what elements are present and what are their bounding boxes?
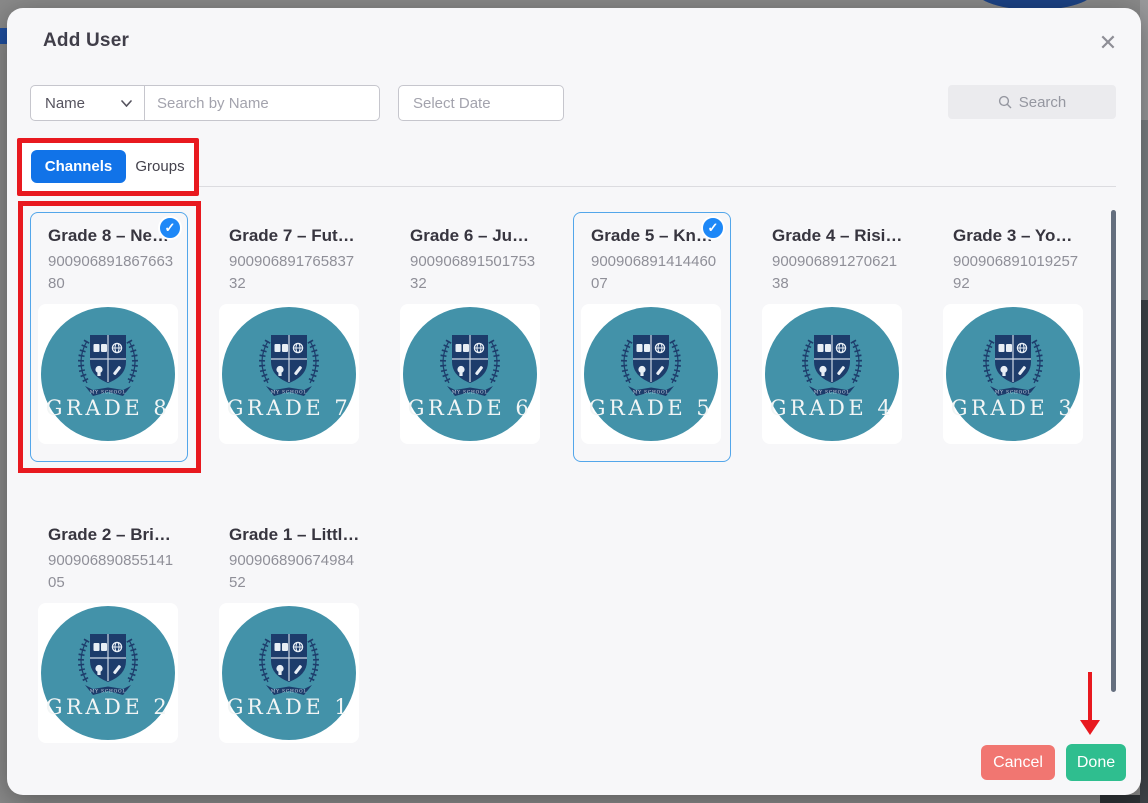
- filter-select[interactable]: Name: [31, 86, 145, 120]
- background-bottom-fragment: [1100, 795, 1140, 803]
- card-title: Grade 8 – Ne…: [48, 226, 169, 245]
- tab-groups[interactable]: Groups: [126, 150, 194, 183]
- search-name-input[interactable]: [145, 86, 379, 120]
- channel-card[interactable]: ✓ Grade 3 – Yo… 90090689101925792: [935, 212, 1093, 462]
- chevron-down-icon: [121, 99, 132, 107]
- svg-text:GRADE 5: GRADE 5: [589, 396, 713, 420]
- svg-text:GRADE 4: GRADE 4: [770, 396, 894, 420]
- svg-text:GRADE 1: GRADE 1: [227, 695, 351, 719]
- search-button-label: Search: [1018, 93, 1067, 111]
- card-title: Grade 4 – Risi…: [772, 226, 901, 245]
- grade-logo: MY SCHOOL GRADE 4: [762, 303, 902, 444]
- channel-card[interactable]: ✓ Grade 2 – Bri… 90090689085514105: [30, 511, 188, 761]
- svg-text:MY SCHOOL: MY SCHOOL: [90, 390, 126, 395]
- svg-text:MY SCHOOL: MY SCHOOL: [90, 689, 126, 694]
- svg-text:GRADE 8: GRADE 8: [46, 396, 170, 420]
- filter-selected-value: Name: [45, 94, 86, 112]
- cancel-button[interactable]: Cancel: [981, 745, 1055, 780]
- card-title: Grade 5 – Kn…: [591, 226, 713, 245]
- done-button[interactable]: Done: [1066, 744, 1126, 781]
- background-blue-shape: [975, 0, 1095, 10]
- card-title: Grade 2 – Bri…: [48, 525, 171, 544]
- card-title: Grade 7 – Fut…: [229, 226, 355, 245]
- card-title: Grade 3 – Yo…: [953, 226, 1073, 245]
- card-id: 90090689067498452: [229, 552, 355, 591]
- search-icon: [998, 95, 1012, 109]
- svg-text:GRADE 6: GRADE 6: [408, 396, 532, 420]
- svg-text:GRADE 3: GRADE 3: [951, 396, 1075, 420]
- card-id: 90090689176583732: [229, 253, 355, 292]
- channel-card[interactable]: ✓ Grade 6 – Ju… 90090689150175332: [392, 212, 550, 462]
- grade-logo: MY SCHOOL GRADE 2: [38, 602, 178, 743]
- background-left-fragment: [0, 28, 8, 44]
- card-title: Grade 1 – Littl…: [229, 525, 358, 544]
- search-combo-box: Name: [30, 85, 380, 121]
- svg-text:MY SCHOOL: MY SCHOOL: [271, 689, 307, 694]
- svg-text:MY SCHOOL: MY SCHOOL: [995, 390, 1031, 395]
- vertical-scrollbar[interactable]: [1111, 210, 1116, 692]
- select-date-input[interactable]: [398, 85, 564, 121]
- channel-card[interactable]: ✓ Grade 4 – Risi… 90090689127062138: [754, 212, 912, 462]
- tabs-divider: [199, 186, 1116, 187]
- card-id: 90090689127062138: [772, 253, 898, 292]
- channel-card[interactable]: ✓ Grade 1 – Littl… 90090689067498452: [211, 511, 369, 761]
- selected-check-icon: ✓: [158, 216, 182, 240]
- tab-channels[interactable]: Channels: [31, 150, 126, 183]
- close-icon[interactable]: ✕: [1098, 30, 1118, 55]
- svg-text:MY SCHOOL: MY SCHOOL: [452, 390, 488, 395]
- card-title: Grade 6 – Ju…: [410, 226, 530, 245]
- tabs-annotation-box: Channels Groups: [17, 138, 199, 196]
- modal-title: Add User: [43, 30, 130, 51]
- channel-card-grid: ✓ Grade 8 – Ne… 90090689186766380: [18, 201, 1120, 761]
- svg-text:MY SCHOOL: MY SCHOOL: [633, 390, 669, 395]
- card-id: 90090689141446007: [591, 253, 717, 292]
- svg-text:GRADE 2: GRADE 2: [46, 695, 170, 719]
- selected-check-icon: ✓: [701, 216, 725, 240]
- grade-logo: MY SCHOOL GRADE 1: [219, 602, 359, 743]
- red-arrow-head: [1080, 720, 1100, 735]
- svg-text:GRADE 7: GRADE 7: [227, 396, 351, 420]
- channel-card[interactable]: ✓ Grade 5 – Kn… 90090689141446007: [573, 212, 731, 462]
- svg-text:MY SCHOOL: MY SCHOOL: [814, 390, 850, 395]
- grade-logo: MY SCHOOL GRADE 3: [943, 303, 1083, 444]
- red-arrow-annotation: [1088, 672, 1092, 720]
- add-user-modal: Add User ✕ Name Search Channels Groups ✓…: [7, 8, 1141, 795]
- card-id: 90090689101925792: [953, 253, 1079, 292]
- card-id: 90090689085514105: [48, 552, 174, 591]
- grade-logo: MY SCHOOL GRADE 6: [400, 303, 540, 444]
- grade-logo: MY SCHOOL GRADE 8: [38, 303, 178, 444]
- svg-text:MY SCHOOL: MY SCHOOL: [271, 390, 307, 395]
- channel-card[interactable]: ✓ Grade 8 – Ne… 90090689186766380: [18, 201, 201, 473]
- grade-logo: MY SCHOOL GRADE 5: [581, 303, 721, 444]
- background-right-edge: [1140, 0, 1148, 803]
- channel-card[interactable]: ✓ Grade 7 – Fut… 90090689176583732: [211, 212, 369, 462]
- grade-logo: MY SCHOOL GRADE 7: [219, 303, 359, 444]
- card-id: 90090689150175332: [410, 253, 536, 292]
- card-id: 90090689186766380: [48, 253, 174, 292]
- search-button[interactable]: Search: [948, 85, 1116, 119]
